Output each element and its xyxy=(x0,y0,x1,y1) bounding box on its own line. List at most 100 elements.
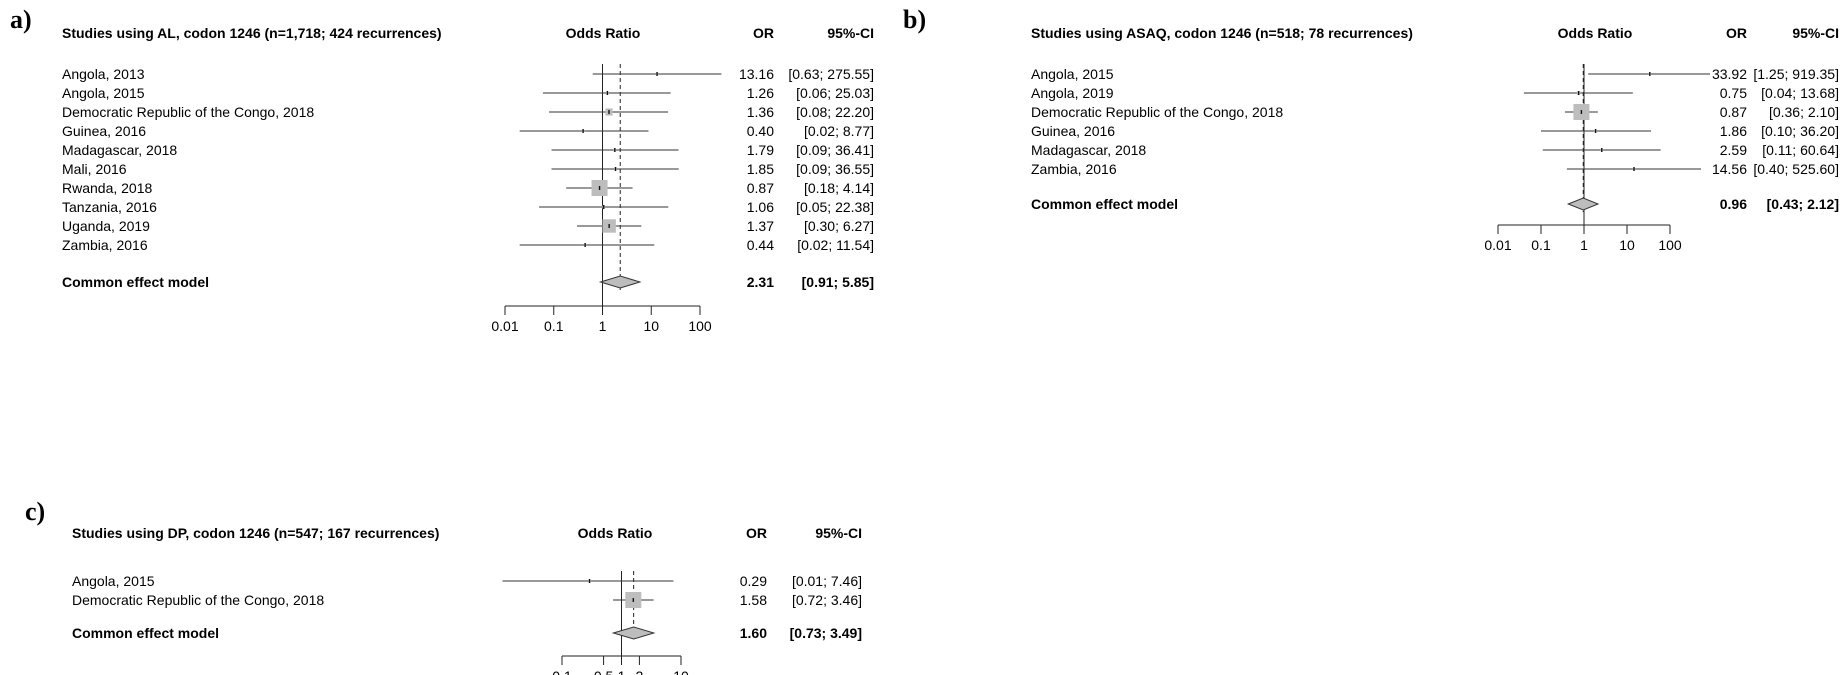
x-axis-tick-label: 0.01 xyxy=(491,318,518,334)
study-ci-value: [0.06; 25.03] xyxy=(796,85,874,101)
study-label: Zambia, 2016 xyxy=(62,237,148,253)
study-label: Democratic Republic of the Congo, 2018 xyxy=(1031,104,1283,120)
study-ci-value: [0.11; 60.64] xyxy=(1762,142,1839,158)
study-or-value: 13.16 xyxy=(739,66,774,82)
study-label: Angola, 2019 xyxy=(1031,85,1114,101)
header-odds-ratio: Odds Ratio xyxy=(566,25,641,41)
x-axis-tick-label: 0.5 xyxy=(594,668,614,675)
header-odds-ratio: Odds Ratio xyxy=(1558,25,1633,41)
common-effect-label: Common effect model xyxy=(72,625,219,641)
study-ci-value: [0.72; 3.46] xyxy=(792,592,862,608)
x-axis-tick-label: 10 xyxy=(643,318,659,334)
common-effect-label: Common effect model xyxy=(1031,196,1178,212)
study-ci-value: [0.09; 36.41] xyxy=(796,142,874,158)
study-ci-value: [0.04; 13.68] xyxy=(1761,85,1839,101)
study-or-value: 1.06 xyxy=(747,199,774,215)
x-axis-tick-label: 10 xyxy=(673,668,689,675)
header-odds-ratio: Odds Ratio xyxy=(578,525,653,541)
common-effect-label: Common effect model xyxy=(62,274,209,290)
study-or-value: 14.56 xyxy=(1712,161,1747,177)
header-or: OR xyxy=(1726,25,1747,41)
common-effect-or-value: 2.31 xyxy=(747,274,774,290)
header-studies: Studies using ASAQ, codon 1246 (n=518; 7… xyxy=(1031,25,1413,41)
panel-label: a) xyxy=(10,5,32,34)
x-axis-tick-label: 100 xyxy=(1658,237,1682,253)
study-label: Madagascar, 2018 xyxy=(1031,142,1146,158)
common-effect-diamond xyxy=(611,626,656,640)
common-effect-ci-value: [0.91; 5.85] xyxy=(802,274,874,290)
study-or-value: 0.44 xyxy=(747,237,774,253)
study-or-value: 33.92 xyxy=(1712,66,1747,82)
common-effect-ci-value: [0.43; 2.12] xyxy=(1767,196,1839,212)
header-or: OR xyxy=(753,25,774,41)
study-or-value: 0.75 xyxy=(1720,85,1747,101)
study-or-value: 1.58 xyxy=(740,592,767,608)
study-or-value: 0.87 xyxy=(747,180,774,196)
study-label: Guinea, 2016 xyxy=(1031,123,1115,139)
study-ci-value: [0.01; 7.46] xyxy=(792,573,862,589)
study-label: Angola, 2015 xyxy=(72,573,155,589)
header-ci: 95%-CI xyxy=(1792,25,1839,41)
forest-plot-panel-b: b) Studies using ASAQ, codon 1246 (n=518;… xyxy=(895,0,1839,260)
study-ci-value: [0.02; 8.77] xyxy=(804,123,874,139)
study-label: Zambia, 2016 xyxy=(1031,161,1117,177)
forest-plot-panel-c: c) Studies using DP, codon 1246 (n=547; 1… xyxy=(0,490,900,675)
study-label: Angola, 2015 xyxy=(1031,66,1114,82)
study-label: Uganda, 2019 xyxy=(62,218,150,234)
study-label: Democratic Republic of the Congo, 2018 xyxy=(72,592,324,608)
header-ci: 95%-CI xyxy=(815,525,862,541)
forest-plot-c: c) Studies using DP, codon 1246 (n=547; 1… xyxy=(25,497,862,675)
common-effect-or-value: 1.60 xyxy=(740,625,767,641)
study-or-value: 1.36 xyxy=(747,104,774,120)
header-studies: Studies using DP, codon 1246 (n=547; 167… xyxy=(72,525,439,541)
study-ci-value: [0.36; 2.10] xyxy=(1769,104,1839,120)
study-ci-value: [0.08; 22.20] xyxy=(796,104,874,120)
x-axis-tick-label: 2 xyxy=(636,668,644,675)
study-or-value: 0.87 xyxy=(1720,104,1747,120)
forest-plot-b: b) Studies using ASAQ, codon 1246 (n=518;… xyxy=(903,5,1839,253)
study-label: Tanzania, 2016 xyxy=(62,199,157,215)
x-axis-tick-label: 1 xyxy=(599,318,607,334)
study-ci-value: [0.05; 22.38] xyxy=(796,199,874,215)
forest-plot-panel-a: a) Studies using AL, codon 1246 (n=1,718;… xyxy=(0,0,900,334)
study-ci-value: [1.25; 919.35] xyxy=(1753,66,1839,82)
study-label: Rwanda, 2018 xyxy=(62,180,153,196)
study-ci-value: [0.18; 4.14] xyxy=(804,180,874,196)
study-or-value: 0.29 xyxy=(740,573,767,589)
forest-plot-a: a) Studies using AL, codon 1246 (n=1,718;… xyxy=(10,5,874,334)
study-ci-value: [0.10; 36.20] xyxy=(1761,123,1839,139)
study-or-value: 1.85 xyxy=(747,161,774,177)
study-label: Angola, 2015 xyxy=(62,85,145,101)
study-label: Madagascar, 2018 xyxy=(62,142,177,158)
common-effect-diamond xyxy=(598,275,642,289)
x-axis-tick-label: 10 xyxy=(1619,237,1635,253)
study-or-value: 1.79 xyxy=(747,142,774,158)
x-axis-tick-label: 100 xyxy=(688,318,712,334)
header-or: OR xyxy=(746,525,767,541)
study-or-value: 0.40 xyxy=(747,123,774,139)
x-axis-tick-label: 0.1 xyxy=(544,318,564,334)
common-effect-ci-value: [0.73; 3.49] xyxy=(790,625,862,641)
x-axis-tick-label: 0.01 xyxy=(1484,237,1511,253)
x-axis-tick-label: 0.1 xyxy=(1531,237,1551,253)
study-or-value: 1.86 xyxy=(1720,123,1747,139)
study-label: Democratic Republic of the Congo, 2018 xyxy=(62,104,314,120)
panel-label: c) xyxy=(25,497,45,526)
study-or-value: 1.37 xyxy=(747,218,774,234)
x-axis-tick-label: 0.1 xyxy=(552,668,572,675)
common-effect-or-value: 0.96 xyxy=(1720,196,1747,212)
study-label: Angola, 2013 xyxy=(62,66,145,82)
study-ci-value: [0.02; 11.54] xyxy=(797,237,874,253)
x-axis-tick-label: 1 xyxy=(1580,237,1588,253)
header-ci: 95%-CI xyxy=(827,25,874,41)
header-studies: Studies using AL, codon 1246 (n=1,718; 4… xyxy=(62,25,442,41)
study-label: Guinea, 2016 xyxy=(62,123,146,139)
study-label: Mali, 2016 xyxy=(62,161,127,177)
x-axis-tick-label: 1 xyxy=(618,668,626,675)
panel-label: b) xyxy=(903,5,926,34)
common-effect-diamond xyxy=(1566,197,1600,211)
study-ci-value: [0.63; 275.55] xyxy=(788,66,874,82)
study-ci-value: [0.09; 36.55] xyxy=(796,161,874,177)
study-or-value: 1.26 xyxy=(747,85,774,101)
study-ci-value: [0.30; 6.27] xyxy=(804,218,874,234)
